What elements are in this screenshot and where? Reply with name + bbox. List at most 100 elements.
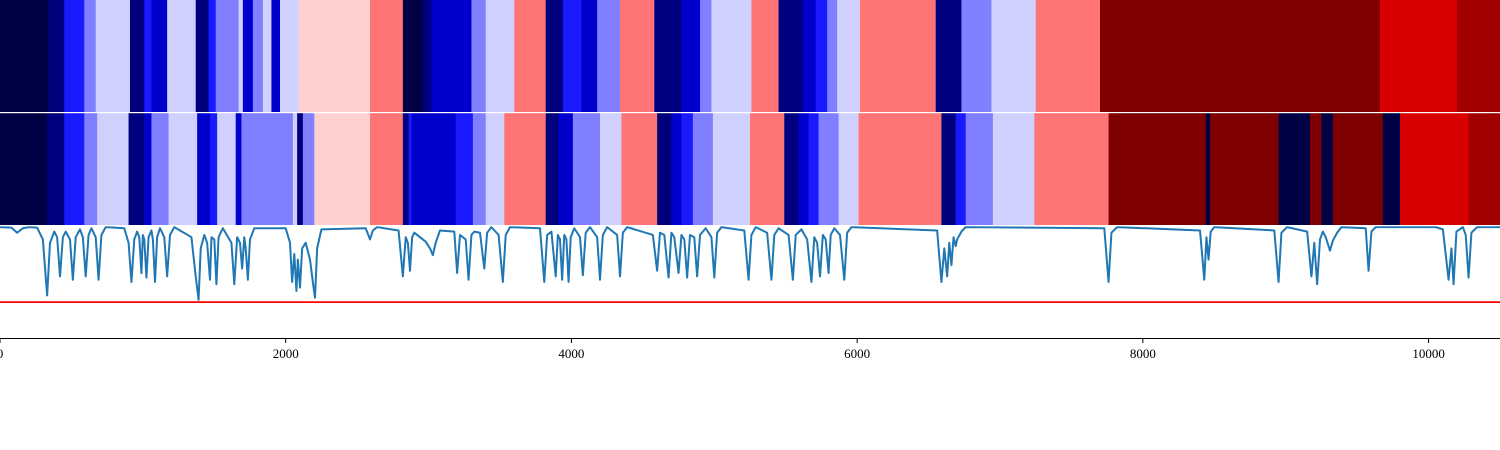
band-segment <box>838 113 859 226</box>
band-segment <box>802 0 817 112</box>
band-segment <box>1310 113 1322 226</box>
band-segment <box>292 113 298 226</box>
band-segment <box>370 0 404 112</box>
band-segment <box>238 0 244 112</box>
band-segment <box>241 113 294 226</box>
band-segment <box>298 0 371 112</box>
band-segment <box>827 0 838 112</box>
band-segment <box>778 0 804 112</box>
band-segment <box>1034 113 1109 226</box>
band-segment <box>167 0 197 112</box>
band-segment <box>370 113 404 226</box>
band-segment <box>991 0 1037 112</box>
band-segment <box>712 113 751 226</box>
band-segment <box>144 0 152 112</box>
band-segment <box>837 0 861 112</box>
band-segment <box>955 113 967 226</box>
band-segment <box>402 113 409 226</box>
band-segment <box>242 0 254 112</box>
band-segment <box>151 0 168 112</box>
band-segment <box>215 0 239 112</box>
band-segment <box>0 0 49 112</box>
band-segment <box>64 0 85 112</box>
band-segment <box>657 113 672 226</box>
band-segment <box>408 113 412 226</box>
band-segment <box>1100 0 1381 112</box>
band-segment <box>1278 113 1311 226</box>
band-segment <box>47 113 65 226</box>
band-segment <box>1400 113 1469 226</box>
band-segment <box>411 113 457 226</box>
band-segment <box>798 113 809 226</box>
band-segment <box>128 113 145 226</box>
band-segment <box>815 0 828 112</box>
band-segment <box>751 0 779 112</box>
band-segment <box>935 0 962 112</box>
band-segment <box>620 0 655 112</box>
band-segment <box>84 0 97 112</box>
band-segment <box>1382 113 1401 226</box>
band-segment <box>208 0 217 112</box>
band-segment <box>572 113 601 226</box>
band-segment <box>600 113 622 226</box>
x-tick-label: 4000 <box>558 346 584 361</box>
x-tick-label: 10000 <box>1412 346 1445 361</box>
band-segment <box>941 113 957 226</box>
band-segment <box>144 113 152 226</box>
band-segment <box>64 113 85 226</box>
band-segment <box>1108 113 1207 226</box>
band-separator <box>0 225 1500 227</box>
band-segment <box>1210 113 1279 226</box>
band-segment <box>784 113 799 226</box>
band-segment <box>808 113 819 226</box>
band-segment <box>581 0 598 112</box>
signal-line <box>0 226 1500 301</box>
x-tick-label: 0 <box>0 346 3 361</box>
band-segment <box>95 0 131 112</box>
band-segment <box>992 113 1035 226</box>
segmentation-band-bottom <box>0 113 1500 226</box>
band-segment <box>597 0 621 112</box>
band-segment <box>514 0 547 112</box>
band-segment <box>252 0 264 112</box>
band-segment <box>965 113 994 226</box>
band-segment <box>654 0 682 112</box>
band-segment <box>1457 0 1500 112</box>
band-segment <box>168 113 198 226</box>
band-segment <box>562 0 582 112</box>
band-segment <box>402 0 424 112</box>
band-segment <box>621 113 658 226</box>
signal-panel <box>0 226 1500 339</box>
band-segment <box>472 113 487 226</box>
segmentation-band-top <box>0 0 1500 112</box>
band-segment <box>262 0 272 112</box>
band-segment <box>858 113 942 226</box>
x-tick-label: 8000 <box>1130 346 1156 361</box>
band-segment <box>961 0 992 112</box>
band-segment <box>545 113 559 226</box>
band-segment <box>1468 113 1500 226</box>
band-segment <box>558 113 574 226</box>
band-segment <box>1035 0 1101 112</box>
band-segment <box>84 113 98 226</box>
band-segment <box>485 0 515 112</box>
band-segment <box>692 113 714 226</box>
band-segment <box>545 0 564 112</box>
band-segment <box>818 113 839 226</box>
x-tick-label: 2000 <box>273 346 299 361</box>
band-segment <box>195 0 209 112</box>
band-segment <box>197 113 211 226</box>
band-segment <box>217 113 237 226</box>
band-segment <box>297 113 304 226</box>
band-segment <box>302 113 315 226</box>
band-segment <box>314 113 371 226</box>
band-separator <box>0 112 1500 114</box>
x-axis: 0 2000 4000 6000 8000 10000 <box>0 338 1445 361</box>
band-segment <box>750 113 785 226</box>
band-segment <box>210 113 218 226</box>
band-segment <box>431 0 472 112</box>
band-segment <box>711 0 752 112</box>
band-segment <box>455 113 474 226</box>
band-segment <box>1205 113 1211 226</box>
